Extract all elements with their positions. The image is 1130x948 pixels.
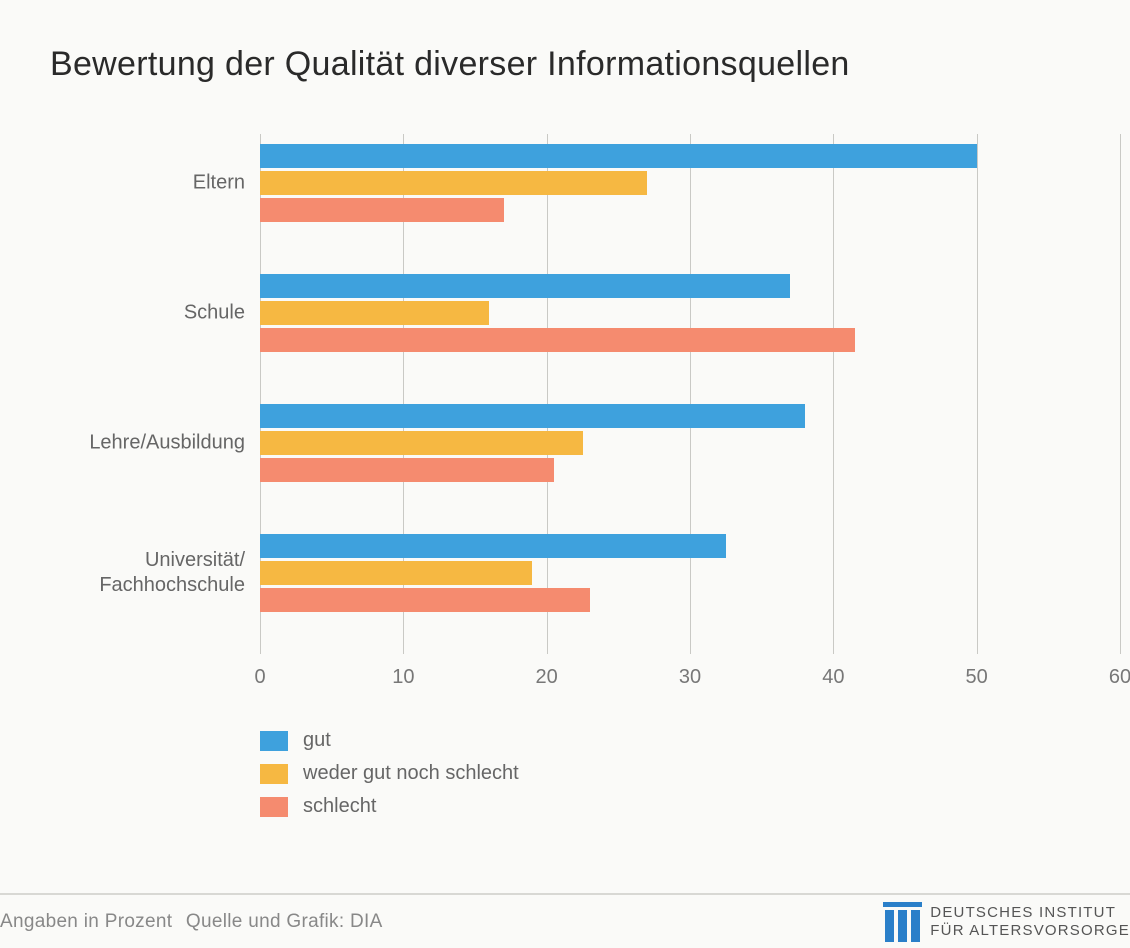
footer-units: Angaben in Prozent: [0, 911, 172, 932]
chart-title: Bewertung der Qualität diverser Informat…: [50, 45, 1080, 84]
x-tick-label: 40: [822, 666, 844, 689]
bar: [260, 144, 977, 168]
x-tick-label: 60: [1109, 666, 1130, 689]
x-tick-label: 50: [966, 666, 988, 689]
legend-swatch: [260, 764, 288, 784]
category-group: Lehre/Ausbildung: [260, 404, 1070, 482]
gridline: [1120, 134, 1121, 654]
category-group: Schule: [260, 274, 1070, 352]
bar: [260, 588, 590, 612]
legend-swatch: [260, 797, 288, 817]
category-group: Universität/ Fachhochschule: [260, 534, 1070, 612]
legend-item: weder gut noch schlecht: [260, 762, 1080, 785]
footer-org: DEUTSCHES INSTITUT FÜR ALTERSVORSORGE: [885, 902, 1130, 942]
legend-label: schlecht: [303, 795, 376, 818]
plot-area: Eltern Schule Lehre/Ausbildung Universität/…: [260, 134, 1070, 654]
x-axis: 0102030405060: [260, 654, 1070, 694]
bar: [260, 198, 504, 222]
x-tick-label: 30: [679, 666, 701, 689]
bar: [260, 171, 647, 195]
logo-icon: [885, 902, 920, 942]
footer-source: Quelle und Grafik: DIA: [186, 911, 383, 932]
legend-swatch: [260, 731, 288, 751]
legend-item: schlecht: [260, 795, 1080, 818]
bar: [260, 301, 489, 325]
category-label: Schule: [60, 301, 260, 326]
chart: Eltern Schule Lehre/Ausbildung Universität/…: [90, 134, 1070, 694]
bar: [260, 328, 855, 352]
legend-label: gut: [303, 729, 331, 752]
bar: [260, 534, 726, 558]
x-tick-label: 0: [254, 666, 265, 689]
legend-label: weder gut noch schlecht: [303, 762, 519, 785]
x-tick-label: 10: [392, 666, 414, 689]
footer: Angaben in Prozent Quelle und Grafik: DI…: [0, 893, 1130, 948]
legend: gut weder gut noch schlecht schlecht: [260, 729, 1080, 818]
bar: [260, 458, 554, 482]
category-group: Eltern: [260, 144, 1070, 222]
logo-text: DEUTSCHES INSTITUT FÜR ALTERSVORSORGE: [930, 904, 1130, 939]
bar: [260, 561, 532, 585]
bar: [260, 431, 583, 455]
x-tick-label: 20: [536, 666, 558, 689]
category-label: Universität/ Fachhochschule: [60, 548, 260, 598]
category-label: Eltern: [60, 171, 260, 196]
bar: [260, 274, 790, 298]
legend-item: gut: [260, 729, 1080, 752]
category-label: Lehre/Ausbildung: [60, 431, 260, 456]
bar: [260, 404, 805, 428]
